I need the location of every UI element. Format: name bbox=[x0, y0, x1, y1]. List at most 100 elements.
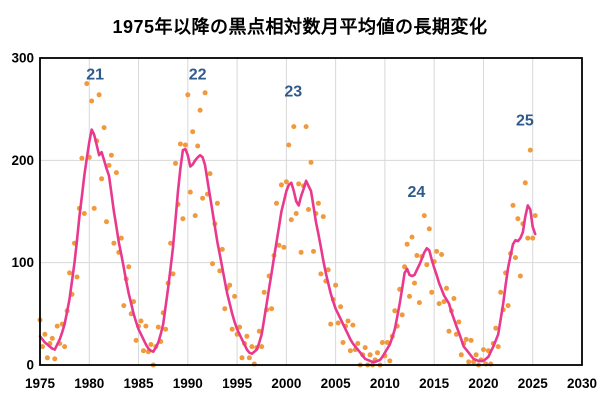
x-axis-tick-labels: 1975 1980 1985 1990 1995 2000 2005 2010 2015 2020… bbox=[25, 376, 597, 391]
cycle-label-25: 25 bbox=[516, 112, 534, 129]
data-point bbox=[283, 179, 289, 185]
data-point bbox=[261, 289, 267, 295]
data-point bbox=[148, 342, 154, 347]
data-point bbox=[52, 356, 58, 362]
data-point bbox=[350, 322, 356, 328]
data-point bbox=[527, 147, 533, 153]
data-point bbox=[434, 248, 440, 254]
data-point bbox=[219, 246, 225, 252]
data-point bbox=[522, 180, 528, 186]
data-point bbox=[347, 348, 353, 354]
data-point bbox=[530, 235, 536, 241]
y-tick-label: 100 bbox=[11, 255, 34, 270]
data-point bbox=[190, 129, 196, 135]
y-tick-label: 0 bbox=[26, 358, 34, 373]
data-point bbox=[99, 176, 105, 182]
data-point bbox=[355, 341, 361, 346]
cycle-annotations: 21 22 23 24 25 bbox=[86, 66, 534, 201]
data-point bbox=[104, 219, 109, 225]
data-point bbox=[163, 326, 169, 332]
data-point bbox=[345, 318, 351, 324]
data-point bbox=[81, 211, 87, 216]
data-point bbox=[111, 240, 117, 246]
data-point bbox=[217, 268, 223, 274]
data-point bbox=[67, 270, 73, 276]
data-point bbox=[101, 125, 107, 131]
data-point bbox=[429, 289, 435, 295]
data-point bbox=[91, 205, 97, 211]
data-point bbox=[288, 217, 294, 223]
data-point bbox=[338, 304, 344, 310]
data-point bbox=[229, 326, 235, 332]
data-point bbox=[375, 350, 380, 356]
data-point bbox=[384, 340, 390, 345]
data-point bbox=[155, 324, 161, 330]
data-point bbox=[54, 323, 60, 329]
data-point bbox=[195, 143, 201, 149]
data-point bbox=[515, 216, 521, 222]
data-point bbox=[325, 267, 331, 273]
data-point bbox=[495, 344, 501, 350]
data-point bbox=[210, 261, 215, 267]
x-tick-label: 1995 bbox=[222, 376, 253, 391]
data-point bbox=[249, 344, 255, 350]
data-point bbox=[498, 289, 504, 295]
y-tick-label: 300 bbox=[11, 51, 34, 66]
data-point bbox=[451, 296, 457, 301]
data-point bbox=[402, 264, 408, 270]
data-point bbox=[320, 214, 326, 220]
data-point bbox=[197, 107, 203, 113]
data-point bbox=[513, 255, 518, 261]
x-tick-label: 2015 bbox=[419, 376, 450, 391]
data-point bbox=[42, 331, 48, 337]
data-point bbox=[133, 337, 139, 343]
data-point bbox=[444, 285, 449, 291]
cycle-label-23: 23 bbox=[284, 84, 302, 101]
data-point bbox=[306, 207, 311, 212]
data-point bbox=[44, 355, 50, 361]
data-point bbox=[214, 200, 220, 206]
cycle-label-22: 22 bbox=[189, 66, 207, 83]
x-tick-label: 2000 bbox=[271, 376, 301, 391]
data-point bbox=[126, 264, 132, 270]
data-point bbox=[493, 325, 499, 331]
data-point bbox=[335, 320, 341, 326]
chart-title: 1975年以降の黒点相対数月平均値の長期変化 bbox=[112, 17, 488, 37]
data-point bbox=[409, 234, 415, 240]
data-point bbox=[259, 344, 265, 350]
y-tick-label: 200 bbox=[11, 153, 34, 168]
data-point bbox=[244, 333, 250, 339]
data-point bbox=[466, 359, 472, 365]
data-point bbox=[96, 92, 102, 98]
x-tick-label: 1990 bbox=[173, 376, 203, 391]
data-point bbox=[333, 282, 339, 288]
data-point bbox=[143, 323, 149, 329]
data-point bbox=[412, 280, 417, 286]
x-tick-label: 2010 bbox=[370, 376, 400, 391]
cycle-label-21: 21 bbox=[86, 66, 104, 83]
x-tick-label: 1985 bbox=[124, 376, 155, 391]
data-point bbox=[49, 335, 55, 341]
data-point bbox=[180, 216, 186, 222]
data-point bbox=[367, 352, 373, 358]
data-point bbox=[517, 273, 523, 279]
scatter-series-monthly bbox=[37, 81, 538, 368]
data-point bbox=[303, 124, 309, 130]
data-point bbox=[293, 211, 299, 216]
data-point bbox=[439, 252, 445, 257]
x-tick-label: 2005 bbox=[321, 376, 352, 391]
cycle-label-24: 24 bbox=[408, 184, 426, 201]
data-point bbox=[177, 141, 183, 147]
data-point bbox=[298, 249, 304, 255]
x-tick-label: 2030 bbox=[567, 376, 597, 391]
data-point bbox=[426, 226, 432, 232]
data-point bbox=[207, 171, 213, 177]
data-point bbox=[311, 248, 316, 254]
data-point bbox=[463, 336, 469, 342]
data-point bbox=[74, 274, 80, 280]
data-point bbox=[113, 170, 119, 176]
x-tick-label: 1975 bbox=[25, 376, 56, 391]
data-point bbox=[237, 324, 243, 330]
